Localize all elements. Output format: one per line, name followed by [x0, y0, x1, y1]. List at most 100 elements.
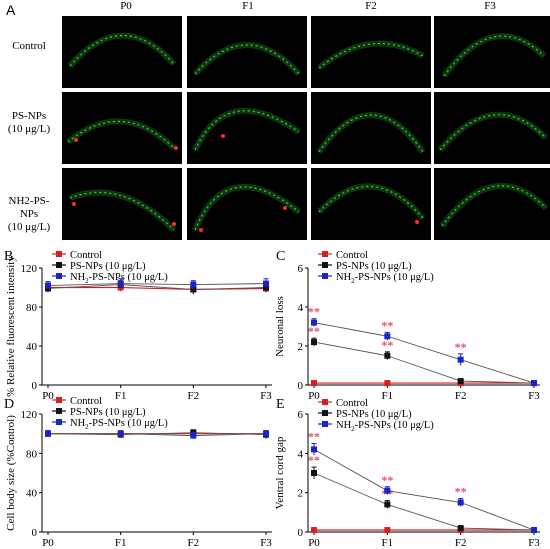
data-point — [45, 430, 51, 437]
micrograph-panel — [434, 16, 550, 88]
legend-label: Control — [70, 250, 102, 261]
legend-marker — [322, 399, 328, 405]
column-label-f2: F2 — [365, 0, 377, 12]
series-line — [47, 283, 267, 286]
micrograph-panel — [62, 16, 182, 88]
series-line — [313, 472, 535, 531]
column-label-f1: F1 — [242, 0, 254, 12]
y-tick-label: 120 — [21, 409, 38, 421]
y-tick-label: 2 — [298, 341, 304, 353]
data-point — [311, 319, 317, 326]
series-line — [47, 432, 267, 436]
legend-marker — [322, 273, 328, 279]
x-tick-label: P0 — [42, 390, 54, 402]
micrograph-panel — [311, 168, 431, 240]
ventral-cord-line — [318, 43, 424, 69]
ventral-cord-line — [69, 34, 175, 67]
ventral-cord-line — [443, 35, 545, 77]
legend-marker — [56, 262, 62, 268]
legend-label: PS-NPs (10 μg/L) — [336, 409, 412, 420]
data-point — [311, 380, 317, 387]
y-tick-label: 80 — [26, 448, 38, 460]
x-tick-label: F2 — [455, 537, 467, 549]
significance-mark: ** — [381, 338, 393, 352]
legend-label: NH2-PS-NPs (10 μg/L) — [70, 418, 168, 431]
x-tick-label: F3 — [260, 537, 272, 549]
y-tick-label: 40 — [26, 341, 38, 353]
legend-marker — [56, 273, 62, 279]
significance-mark: ** — [381, 318, 393, 332]
ventral-cord-line — [194, 44, 300, 75]
significance-mark: ** — [308, 324, 320, 338]
legend-label: NH2-PS-NPs (10 μg/L) — [336, 420, 434, 433]
x-tick-label: P0 — [308, 537, 320, 549]
x-tick-label: F2 — [455, 390, 467, 402]
data-point — [117, 280, 124, 287]
x-tick-label: F2 — [188, 537, 200, 549]
data-point — [531, 380, 537, 387]
row-label-control: Control — [0, 40, 58, 53]
legend-marker — [322, 410, 328, 416]
chart-panel-b: B 0 40 80 120 P0 F1 F2 F3 % Relative fluorescent … — [4, 249, 272, 402]
data-point — [457, 499, 464, 506]
row-label-ps-line2: (10 μg/L) — [7, 123, 51, 135]
micrograph-panel — [187, 16, 307, 88]
legend-label: Control — [70, 396, 102, 407]
data-point — [384, 487, 391, 494]
neuron-loss-marker — [415, 220, 419, 224]
panel-letter: E — [276, 397, 285, 412]
series-line — [313, 322, 535, 384]
legend-marker — [56, 419, 62, 425]
neuron-loss-marker — [74, 138, 78, 142]
neuron-loss-marker — [199, 228, 203, 232]
data-point — [311, 339, 317, 346]
micrograph-panel — [311, 16, 431, 88]
micrograph-panel — [187, 92, 307, 164]
data-point — [457, 378, 464, 385]
legend-label: PS-NPs (10 μg/L) — [70, 407, 146, 418]
x-tick-label: F3 — [528, 537, 540, 549]
significance-mark: ** — [308, 305, 320, 319]
x-tick-label: P0 — [308, 390, 320, 402]
data-point — [263, 430, 269, 437]
ventral-cord-line — [194, 186, 300, 231]
series-line — [47, 284, 267, 290]
x-tick-label: F1 — [115, 390, 127, 402]
y-tick-label: 4 — [298, 302, 304, 314]
x-tick-label: F3 — [260, 390, 272, 402]
x-tick-label: F1 — [115, 537, 127, 549]
column-label-p0: P0 — [120, 0, 132, 12]
y-tick-label: 4 — [298, 448, 304, 460]
ventral-cord-line — [441, 185, 547, 227]
data-point — [311, 446, 317, 453]
y-tick-label: 40 — [26, 488, 38, 500]
data-point — [384, 527, 391, 534]
significance-mark: ** — [308, 430, 320, 444]
legend-marker — [322, 421, 328, 427]
neuron-loss-marker — [283, 206, 287, 210]
micrograph-panel — [62, 92, 182, 164]
micrograph-panel — [434, 168, 550, 240]
y-tick-label: 0 — [298, 380, 304, 392]
data-point — [190, 281, 197, 288]
x-tick-label: F1 — [382, 390, 394, 402]
y-tick-label: 2 — [298, 488, 304, 500]
y-tick-label: 0 — [32, 527, 38, 539]
data-point — [384, 352, 391, 359]
ventral-cord-line — [318, 185, 424, 219]
micrograph-panel — [187, 168, 307, 240]
y-axis-label: Neuronal loss — [274, 296, 286, 357]
data-point — [384, 380, 391, 387]
neuron-loss-marker — [72, 202, 76, 206]
y-tick-label: 0 — [32, 380, 38, 392]
legend-marker — [322, 251, 328, 257]
row-label-nh2-line1: NH2-PS-NPs — [8, 195, 50, 220]
y-tick-label: 6 — [298, 263, 304, 275]
significance-mark: ** — [308, 453, 320, 467]
ventral-cord-line — [318, 114, 424, 153]
legend-marker — [56, 397, 62, 403]
